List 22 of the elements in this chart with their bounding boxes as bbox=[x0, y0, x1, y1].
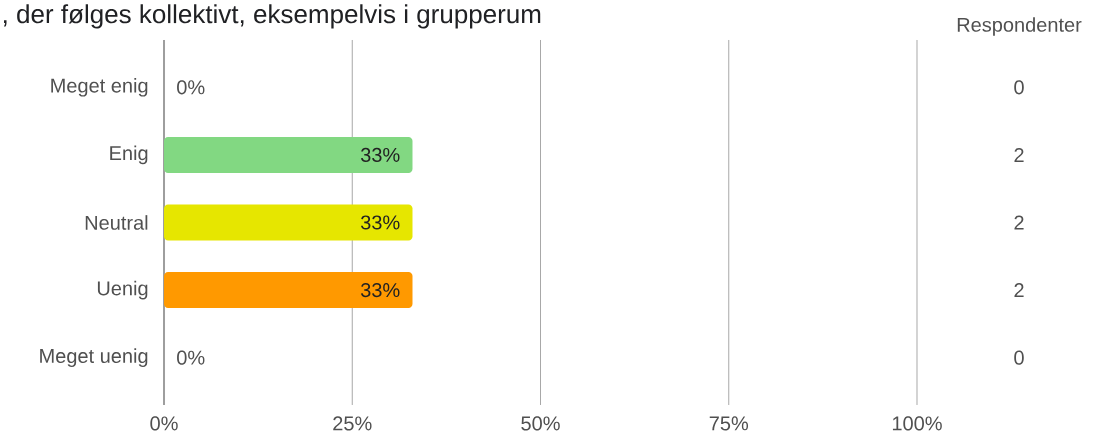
data-label: 33% bbox=[360, 215, 400, 230]
text: 0 bbox=[1014, 80, 1024, 95]
text: 2 bbox=[1014, 283, 1024, 298]
text: 0 bbox=[1014, 350, 1024, 365]
y-tick-label: Meget enig bbox=[51, 77, 148, 97]
data-label: 0% bbox=[177, 350, 205, 365]
y-tick-label: Neutral bbox=[85, 215, 148, 230]
x-tick-label: 25% bbox=[333, 416, 372, 431]
x-tick-label: 75% bbox=[709, 416, 749, 431]
text: 2 bbox=[1014, 147, 1024, 162]
data-label: 0% bbox=[177, 80, 205, 95]
y-tick-label: Enig bbox=[110, 145, 148, 165]
data-label: 33% bbox=[360, 283, 400, 298]
chart-title: , der følges kollektivt, eksempelvis i grupperum bbox=[3, 4, 541, 29]
x-tick-label: 0% bbox=[150, 416, 178, 431]
text: Respondenter bbox=[957, 17, 1082, 36]
x-tick-label: 100% bbox=[892, 416, 942, 431]
data-label: 33% bbox=[360, 147, 400, 162]
x-tick-label: 50% bbox=[521, 416, 560, 431]
y-tick-label: Meget uenig bbox=[40, 348, 148, 367]
y-tick-label: Uenig bbox=[97, 280, 148, 300]
text: 2 bbox=[1014, 215, 1024, 230]
